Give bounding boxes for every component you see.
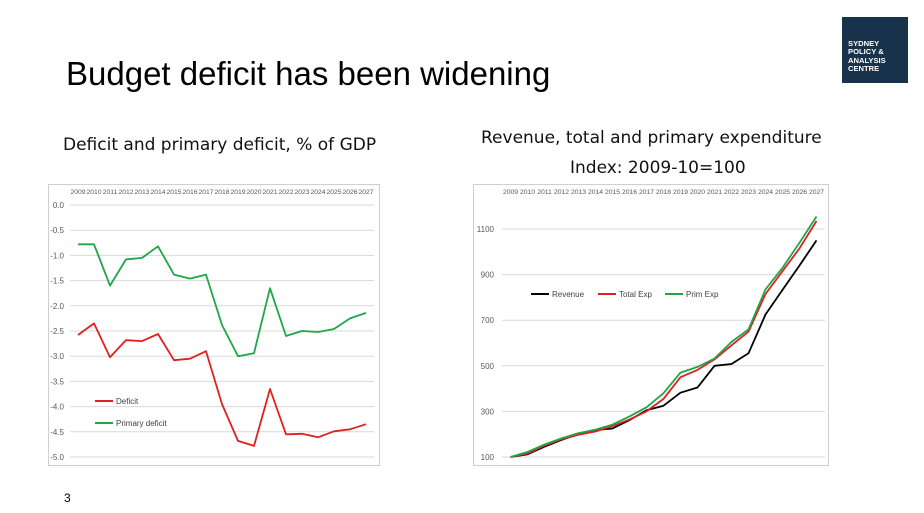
series-line-prim-exp bbox=[510, 216, 818, 458]
y-tick-label: -1.5 bbox=[50, 277, 64, 286]
x-tick-label: 2023 bbox=[294, 189, 309, 196]
legend-label: Total Exp bbox=[619, 290, 652, 299]
y-tick-label: -3.5 bbox=[50, 377, 64, 386]
x-tick-label: 2023 bbox=[741, 189, 756, 196]
x-tick-label: 2011 bbox=[103, 189, 118, 196]
x-tick-label: 2024 bbox=[310, 189, 325, 196]
y-tick-label: 100 bbox=[481, 453, 495, 462]
x-tick-label: 2019 bbox=[230, 189, 245, 196]
x-tick-label: 2027 bbox=[809, 189, 824, 196]
x-tick-label: 2022 bbox=[724, 189, 739, 196]
series-line-primary-deficit bbox=[78, 243, 367, 358]
y-tick-label: 500 bbox=[481, 362, 495, 371]
y-tick-label: -4.0 bbox=[50, 403, 64, 412]
legend-label: Primary deficit bbox=[116, 419, 167, 428]
x-tick-label: 2019 bbox=[673, 189, 688, 196]
deficit-chart: 0.0 -0.5 -1.0 -1.5 -2.0 -2.5 -3.0 -3.5 -4.0 -4.5 -… bbox=[48, 184, 380, 466]
x-tick-label: 2013 bbox=[571, 189, 586, 196]
y-tick-label: 0.0 bbox=[53, 201, 65, 210]
left-chart-caption: Deficit and primary deficit, % of GDP bbox=[63, 135, 377, 155]
y-tick-label: -2.0 bbox=[50, 302, 64, 311]
spac-logo: SYDNEY POLICY & ANALYSIS CENTRE bbox=[842, 17, 908, 83]
legend-label: Revenue bbox=[552, 290, 585, 299]
logo-line: SYDNEY bbox=[848, 39, 880, 48]
logo-line: ANALYSIS bbox=[848, 55, 886, 65]
x-tick-label: 2012 bbox=[554, 189, 569, 196]
chart-frame bbox=[473, 184, 829, 466]
x-tick-label: 2016 bbox=[622, 189, 637, 196]
y-tick-label: 700 bbox=[481, 316, 495, 325]
x-tick-label: 2021 bbox=[262, 189, 277, 196]
x-tick-label: 2025 bbox=[775, 189, 790, 196]
x-tick-label: 2010 bbox=[86, 189, 101, 196]
page-number: 3 bbox=[64, 491, 71, 505]
y-tick-label: -5.0 bbox=[50, 453, 64, 462]
y-tick-label: -3.0 bbox=[50, 352, 64, 361]
x-tick-label: 2010 bbox=[520, 189, 535, 196]
x-tick-label: 2021 bbox=[707, 189, 722, 196]
series-line-deficit bbox=[77, 322, 367, 447]
legend-label: Deficit bbox=[116, 397, 139, 406]
x-tick-label: 2014 bbox=[150, 189, 165, 196]
x-tick-label: 2020 bbox=[690, 189, 705, 196]
chart-frame bbox=[48, 184, 380, 466]
x-tick-label: 2025 bbox=[326, 189, 341, 196]
x-tick-label: 2018 bbox=[656, 189, 671, 196]
x-tick-label: 2011 bbox=[537, 189, 552, 196]
y-tick-label: -4.5 bbox=[50, 428, 64, 437]
x-tick-label: 2017 bbox=[198, 189, 213, 196]
x-tick-label: 2009 bbox=[503, 189, 518, 196]
legend-label: Prim Exp bbox=[686, 290, 719, 299]
y-tick-label: -1.0 bbox=[50, 251, 64, 260]
x-tick-label: 2013 bbox=[134, 189, 149, 196]
x-tick-label: 2020 bbox=[246, 189, 261, 196]
x-tick-label: 2026 bbox=[342, 189, 357, 196]
x-tick-label: 2027 bbox=[358, 189, 373, 196]
x-tick-label: 2014 bbox=[588, 189, 603, 196]
x-tick-label: 2009 bbox=[70, 189, 85, 196]
slide-title: Budget deficit has been widening bbox=[66, 55, 551, 92]
logo-line: CENTRE bbox=[848, 64, 880, 74]
y-tick-label: 900 bbox=[481, 271, 495, 280]
x-tick-label: 2022 bbox=[278, 189, 293, 196]
logo-line: POLICY & bbox=[848, 47, 884, 57]
x-tick-label: 2015 bbox=[605, 189, 620, 196]
y-tick-label: -0.5 bbox=[50, 226, 64, 235]
right-chart-subcaption: Index: 2009-10=100 bbox=[570, 158, 746, 178]
x-tick-label: 2012 bbox=[118, 189, 133, 196]
x-tick-label: 2016 bbox=[182, 189, 197, 196]
y-tick-label: -2.5 bbox=[50, 327, 64, 336]
x-tick-label: 2024 bbox=[758, 189, 773, 196]
x-tick-label: 2018 bbox=[214, 189, 229, 196]
x-tick-label: 2017 bbox=[639, 189, 654, 196]
right-chart-caption: Revenue, total and primary expenditure bbox=[481, 128, 822, 148]
x-tick-label: 2015 bbox=[166, 189, 181, 196]
x-tick-label: 2026 bbox=[792, 189, 807, 196]
y-tick-label: 1100 bbox=[477, 225, 495, 234]
y-tick-label: 300 bbox=[481, 407, 495, 416]
